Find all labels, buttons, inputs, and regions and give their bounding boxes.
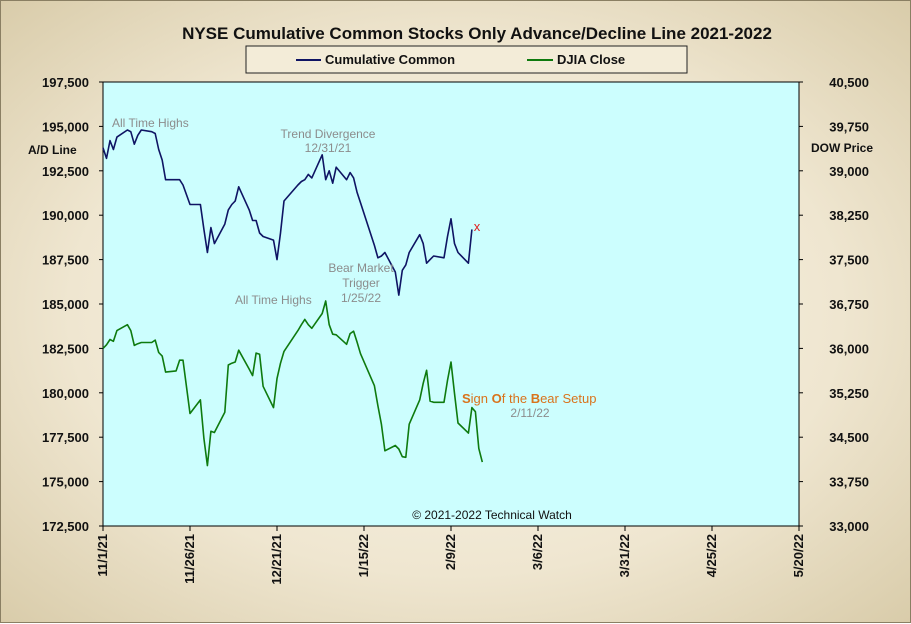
- left-tick-label: 182,500: [42, 341, 89, 356]
- left-tick-label: 192,500: [42, 164, 89, 179]
- right-tick-label: 34,500: [829, 430, 869, 445]
- x-tick-label: 11/1/21: [95, 534, 110, 577]
- right-tick-label: 39,750: [829, 119, 869, 134]
- left-tick-label: 175,000: [42, 475, 89, 490]
- x-tick-label: 1/15/22: [356, 534, 371, 577]
- right-axis-title: DOW Price: [811, 141, 873, 155]
- left-tick-label: 185,000: [42, 297, 89, 312]
- left-axis-title: A/D Line: [28, 143, 77, 157]
- axis-ticks: 197,500 195,000 192,500 190,000 187,500 185,0…: [42, 75, 869, 585]
- x-tick-label: 5/20/22: [791, 534, 806, 577]
- sobs-part1: ign: [471, 391, 492, 406]
- series-lines: [102, 129, 484, 467]
- left-tick-label: 180,000: [42, 386, 89, 401]
- x-tick-label: 11/26/21: [182, 534, 197, 584]
- annotation-ath-ad: All Time Highs: [112, 116, 189, 130]
- left-tick-label: 197,500: [42, 75, 89, 90]
- right-tick-label: 36,000: [829, 341, 869, 356]
- left-tick-label: 195,000: [42, 119, 89, 134]
- right-tick-label: 40,500: [829, 75, 869, 90]
- left-tick-label: 190,000: [42, 208, 89, 223]
- right-tick-label: 39,000: [829, 164, 869, 179]
- sobs-o: O: [492, 391, 502, 406]
- right-tick-label: 36,750: [829, 297, 869, 312]
- right-tick-label: 38,250: [829, 208, 869, 223]
- left-tick-label: 187,500: [42, 253, 89, 268]
- series-line-djia-close: [102, 300, 484, 467]
- annotation-bear-trigger-date: 1/25/22: [341, 291, 381, 305]
- sobs-part2: f the: [502, 391, 531, 406]
- x-tick-label: 3/6/22: [530, 534, 545, 570]
- x-tick-label: 2/9/22: [443, 534, 458, 570]
- chart-title: NYSE Cumulative Common Stocks Only Advan…: [182, 24, 772, 43]
- left-tick-label: 172,500: [42, 519, 89, 534]
- copyright-text: © 2021-2022 Technical Watch: [412, 508, 572, 522]
- annotation-divergence: Trend Divergence: [281, 127, 376, 141]
- right-tick-label: 37,500: [829, 253, 869, 268]
- right-tick-label: 33,000: [829, 519, 869, 534]
- annotation-sign-of-bear-date: 2/11/22: [510, 406, 549, 420]
- x-tick-label: 12/21/21: [269, 534, 284, 585]
- annotation-bear-trigger-2: Trigger: [342, 276, 380, 290]
- right-tick-label: 33,750: [829, 475, 869, 490]
- legend-label-djia: DJIA Close: [557, 52, 625, 67]
- annotation-ath-dow: All Time Highs: [235, 293, 312, 307]
- left-tick-label: 177,500: [42, 430, 89, 445]
- annotation-divergence-date: 12/31/21: [305, 141, 352, 155]
- red-x-marker: x: [474, 219, 481, 234]
- sobs-b: B: [531, 391, 540, 406]
- x-tick-label: 4/25/22: [704, 534, 719, 577]
- right-tick-label: 35,250: [829, 386, 869, 401]
- annotation-bear-trigger-1: Bear Market: [328, 261, 394, 275]
- series-line-cumulative-common: [102, 129, 473, 296]
- sobs-s: S: [462, 391, 471, 406]
- x-tick-label: 3/31/22: [617, 534, 632, 577]
- sobs-part3: ear Setup: [540, 391, 596, 406]
- plot-area: [102, 81, 800, 527]
- legend-label-cumulative: Cumulative Common: [325, 52, 455, 67]
- annotation-sign-of-bear: Sign Of the Bear Setup: [462, 391, 596, 406]
